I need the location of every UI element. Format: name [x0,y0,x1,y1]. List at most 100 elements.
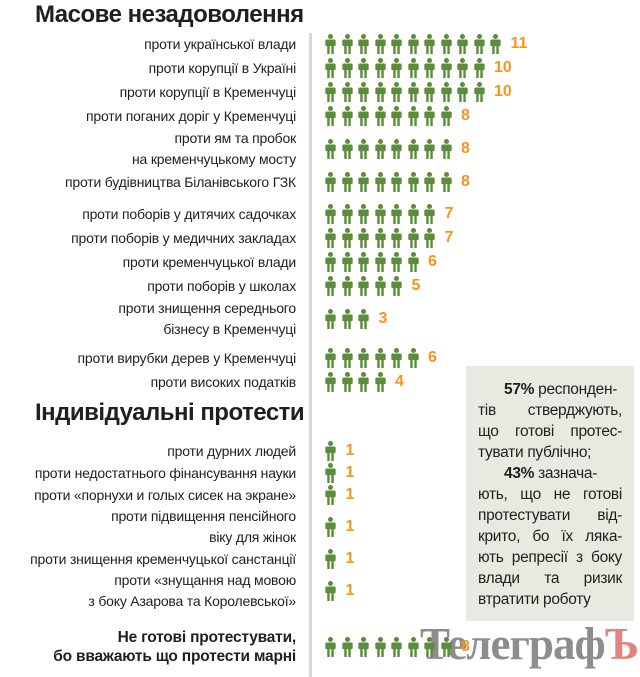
chart-row: проти корупції в Кременчуці 10 [0,80,640,104]
infobox-line: влади та ризик [478,570,622,587]
person-icon [424,58,435,78]
pictogram-icons: 6 [310,348,437,368]
person-icon [341,204,353,224]
chart-row: проти поганих доріг у Кременчуці 8 [0,104,640,128]
person-icon [341,637,353,657]
row-count: 8 [461,140,470,157]
person-icon [325,309,336,329]
pictogram-icons: 1 [310,441,354,461]
person-icon [374,348,386,368]
mass-rows-group-2: проти поборів у дитячих садочках 7 проти п… [0,202,640,340]
row-label: проти вирубки дерев у Кременчуці [77,349,296,366]
person-icon [325,58,336,78]
person-icon [407,637,419,657]
person-icon [358,106,369,126]
person-icon [424,228,435,248]
individual-rows-group: проти дурних людей 1 проти недостатнього ф… [0,440,640,612]
row-label: проти кременчуцької влади [122,253,297,270]
row-label: проти знищення середнього бізнесу в Креме… [118,300,296,337]
person-icon [374,34,386,54]
person-icon [374,204,386,224]
person-icon [407,348,419,368]
chart-row: проти будівництва Біланівського ГЗК 8 [0,170,640,194]
person-icon [440,139,452,159]
person-icon [391,58,402,78]
row-label: Не готові протестувати, бо вважають що пр… [53,629,296,665]
person-icon [325,172,336,192]
person-icon [407,228,419,248]
row-count: 1 [345,464,355,481]
chart-row: проти кременчуцької влади 6 [0,250,640,274]
person-icon [325,348,336,368]
person-icon [325,252,336,272]
person-icon [341,252,353,272]
pictogram-icons: 1 [310,485,354,505]
person-icon [424,637,435,657]
person-icon [391,106,402,126]
row-count: 7 [444,229,454,246]
chart-row: проти «знущання над мовою з боку Азарова … [0,570,640,612]
person-icon [325,581,336,601]
section-title-individual: Індивідуальні протести [35,399,305,426]
person-icon [374,252,386,272]
person-icon [325,637,336,657]
chart-row: Не готові протестувати, бо вважають що пр… [0,628,640,666]
person-icon [358,82,369,102]
not-ready-rows-group: Не готові протестувати, бо вважають що пр… [0,628,640,666]
person-icon [358,34,369,54]
person-icon [391,34,402,54]
pictogram-icons: 10 [310,58,512,78]
person-icon [325,485,336,505]
row-count: 1 [345,486,355,503]
person-icon [325,34,336,54]
person-icon [424,34,435,54]
pictogram-icons: 7 [310,204,453,224]
pictogram-icons: 8 [310,637,470,657]
row-count: 3 [378,310,388,327]
person-icon [374,106,386,126]
person-icon [325,372,336,392]
infobox-line: що готові протес- [478,423,622,440]
person-icon [440,34,452,54]
chart-row: проти української влади 11 [0,32,640,56]
person-icon [424,106,435,126]
person-icon [358,348,369,368]
person-icon [341,34,353,54]
person-icon [391,204,402,224]
person-icon [473,58,485,78]
person-icon [440,82,452,102]
pictogram-icons: 3 [310,309,387,329]
person-icon [358,252,369,272]
infobox-text: зазнача- [538,465,598,482]
chart-row: проти знищення середнього бізнесу в Креме… [0,298,640,340]
person-icon [325,139,336,159]
person-icon [325,463,336,483]
person-icon [325,549,336,569]
person-icon [341,58,353,78]
mass-rows-group-3: проти вирубки дерев у Кременчуці 6 проти в… [0,346,640,394]
person-icon [341,276,353,296]
pictogram-icons: 1 [310,549,354,569]
row-label: проти поборів у школах [147,277,296,294]
infobox-line: тувати публічно; [478,444,592,461]
person-icon [374,372,386,392]
person-icon [424,204,435,224]
logo-accent-letter: Ъ [604,619,639,669]
person-icon [407,58,419,78]
pictogram-icons: 1 [310,463,354,483]
infobox-line: тів стверджують, [478,402,622,419]
person-icon [457,82,468,102]
person-icon [325,204,336,224]
person-icon [424,172,435,192]
row-label: проти високих податків [150,373,297,390]
person-icon [440,172,452,192]
section-title-mass: Масове незадоволення [35,1,304,28]
person-icon [391,276,402,296]
infobox-line: ють, що не готові [478,486,622,503]
pictogram-icons: 4 [310,372,404,392]
person-icon [358,309,369,329]
person-icon [391,172,402,192]
person-icon [424,139,435,159]
row-label: проти будівництва Біланівського ГЗК [65,173,296,190]
row-label: проти української влади [144,35,296,52]
